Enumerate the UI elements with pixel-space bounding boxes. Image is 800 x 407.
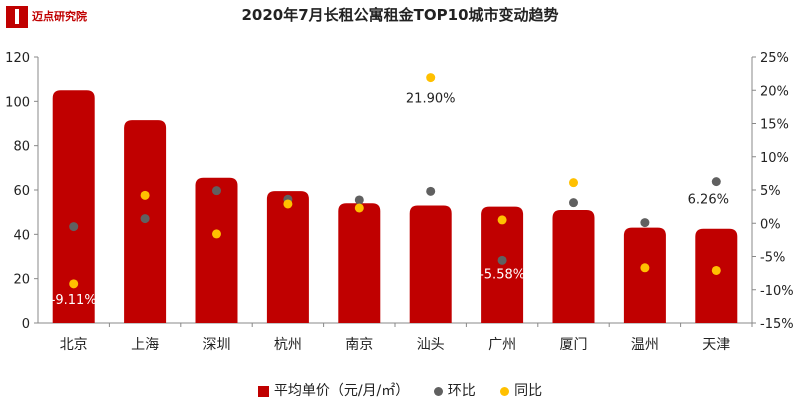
category-label: 北京 bbox=[60, 337, 88, 353]
category-label: 汕头 bbox=[417, 337, 445, 353]
mom-point bbox=[569, 198, 578, 208]
right-tick-label: 0% bbox=[760, 217, 781, 232]
right-tick-label: -15% bbox=[760, 317, 794, 332]
data-label: 21.90% bbox=[406, 92, 456, 107]
left-tick-label: 0 bbox=[22, 317, 30, 332]
data-label: -5.58% bbox=[479, 267, 525, 282]
yoy-point bbox=[426, 73, 436, 83]
bar bbox=[195, 177, 238, 323]
yoy-point bbox=[283, 199, 293, 209]
legend-item-mom: 环比 bbox=[433, 380, 476, 400]
category-label: 杭州 bbox=[274, 337, 302, 353]
legend-dot-yoy-icon bbox=[500, 386, 510, 396]
legend-label-yoy: 同比 bbox=[514, 383, 543, 399]
data-label: -9.11% bbox=[51, 293, 97, 308]
yoy-point bbox=[569, 178, 578, 188]
right-tick-label: 20% bbox=[760, 84, 789, 99]
yoy-point bbox=[140, 190, 150, 200]
bar bbox=[52, 90, 95, 323]
legend-item-yoy: 同比 bbox=[500, 380, 542, 400]
left-tick-label: 20 bbox=[13, 273, 30, 288]
mom-point bbox=[497, 255, 507, 265]
mom-point bbox=[212, 186, 221, 196]
yoy-point bbox=[212, 229, 221, 239]
yoy-point bbox=[640, 263, 650, 273]
yoy-point bbox=[711, 265, 721, 275]
category-label: 上海 bbox=[131, 337, 159, 353]
bar bbox=[266, 191, 309, 323]
legend-label-mom: 环比 bbox=[447, 383, 476, 399]
left-tick-label: 80 bbox=[13, 140, 30, 155]
mom-point bbox=[69, 222, 79, 232]
bar bbox=[338, 203, 381, 323]
bar bbox=[623, 227, 666, 323]
bar bbox=[552, 209, 595, 323]
category-label: 温州 bbox=[631, 337, 659, 353]
left-tick-label: 60 bbox=[13, 184, 30, 199]
logo-mark-icon bbox=[6, 6, 28, 28]
left-tick-label: 100 bbox=[5, 95, 30, 110]
left-tick-label: 40 bbox=[13, 228, 30, 243]
mom-point bbox=[354, 195, 364, 205]
right-tick-label: -5% bbox=[760, 251, 785, 266]
yoy-point bbox=[69, 279, 79, 289]
chart-legend: 平均单价（元/月/㎡） 环比 同比 bbox=[0, 380, 800, 400]
mom-point bbox=[640, 218, 650, 228]
mom-point bbox=[140, 214, 150, 224]
right-tick-label: 15% bbox=[760, 118, 789, 133]
legend-bar-swatch-icon bbox=[257, 385, 269, 397]
category-label: 南京 bbox=[345, 337, 373, 353]
category-label: 深圳 bbox=[203, 337, 231, 353]
category-label: 厦门 bbox=[560, 337, 588, 353]
right-tick-label: 10% bbox=[760, 151, 789, 166]
right-tick-label: 25% bbox=[760, 51, 789, 66]
bar bbox=[409, 205, 452, 323]
left-tick-label: 120 bbox=[5, 51, 30, 66]
brand-logo: 迈点研究院 bbox=[6, 6, 98, 34]
yoy-point bbox=[354, 203, 364, 213]
category-label: 广州 bbox=[488, 337, 516, 353]
legend-label-price: 平均单价（元/月/㎡） bbox=[273, 383, 410, 399]
yoy-point bbox=[497, 215, 507, 225]
logo-text: 迈点研究院 bbox=[32, 10, 87, 23]
mom-point bbox=[711, 177, 721, 187]
category-label: 天津 bbox=[702, 337, 730, 353]
right-tick-label: 5% bbox=[760, 184, 781, 199]
legend-dot-mom-icon bbox=[433, 386, 443, 396]
legend-item-price: 平均单价（元/月/㎡） bbox=[257, 380, 410, 400]
chart-title: 2020年7月长租公寓租金TOP10城市变动趋势 bbox=[241, 6, 559, 24]
right-tick-label: -10% bbox=[760, 284, 794, 299]
bar bbox=[695, 228, 738, 323]
data-label: 6.26% bbox=[688, 193, 729, 208]
mom-point bbox=[426, 186, 436, 196]
